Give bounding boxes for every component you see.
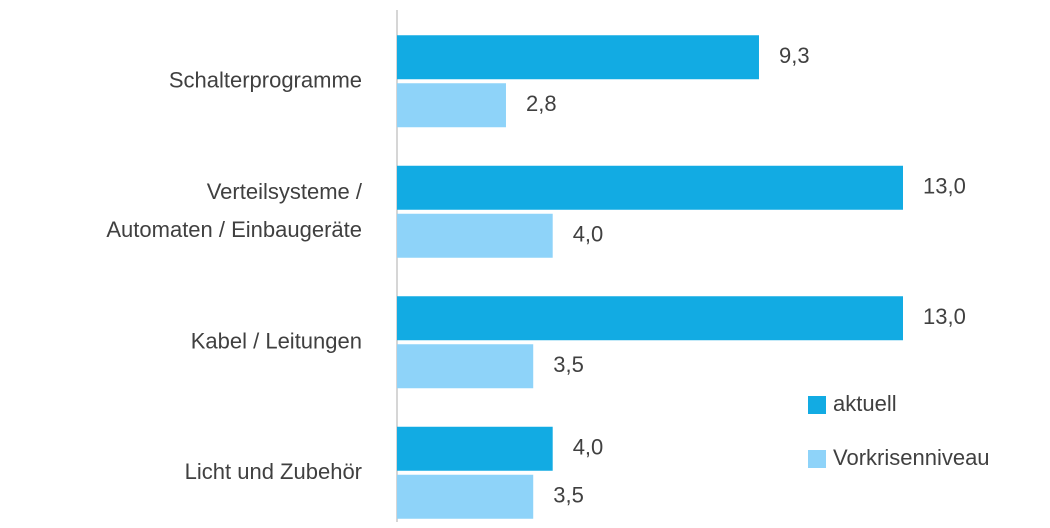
data-label: 13,0 — [923, 174, 966, 199]
legend-swatch — [808, 450, 826, 468]
bar — [397, 296, 903, 341]
bar — [397, 344, 534, 389]
data-label: 3,5 — [553, 483, 584, 508]
bar — [397, 83, 506, 128]
y-tick-label: Licht und Zubehör — [185, 459, 362, 484]
bar — [397, 35, 759, 80]
bar — [397, 426, 553, 471]
bar — [397, 165, 903, 210]
y-tick-label: Schalterprogramme — [169, 67, 362, 92]
y-tick-label: Kabel / Leitungen — [191, 328, 362, 353]
data-label: 9,3 — [779, 43, 810, 68]
legend-label: aktuell — [833, 391, 897, 416]
data-label: 13,0 — [923, 304, 966, 329]
data-label: 4,0 — [573, 435, 604, 460]
bar — [397, 213, 553, 258]
data-label: 2,8 — [526, 91, 557, 116]
legend-swatch — [808, 396, 826, 414]
bar — [397, 474, 534, 519]
legend-label: Vorkrisenniveau — [833, 445, 990, 470]
data-label: 4,0 — [573, 222, 604, 247]
data-label: 3,5 — [553, 352, 584, 377]
y-tick-label: Verteilsysteme / Automaten / Einbaugeräte — [106, 179, 363, 242]
